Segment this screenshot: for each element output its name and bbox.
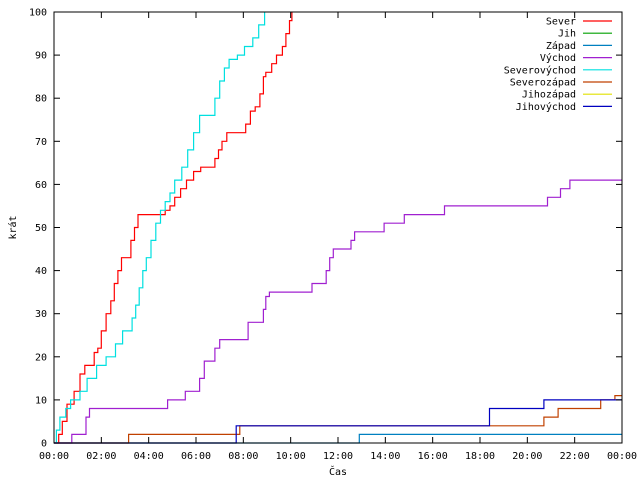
x-tick-label: 16:00 [418, 451, 448, 462]
legend-label: Jih [558, 29, 576, 40]
y-tick-label: 30 [35, 309, 47, 320]
legend-label: Východ [540, 52, 576, 64]
x-tick-label: 14:00 [370, 451, 400, 462]
y-tick-label: 20 [35, 352, 47, 363]
series-line-0 [54, 12, 293, 444]
x-tick-label: 04:00 [134, 451, 164, 462]
legend-label: Sever [546, 17, 576, 28]
x-tick-label: 20:00 [512, 451, 542, 462]
legend-label: Jihozápad [522, 89, 576, 101]
ticks-layer: 0 10 20 30 40 50 60 70 80 90 100 00:00 02:00 04:00 06:… [29, 8, 637, 463]
y-tick-label: 90 [35, 51, 47, 62]
series-line-5 [54, 395, 622, 444]
x-tick-label: 06:00 [181, 451, 211, 462]
x-tick-label: 02:00 [86, 451, 116, 462]
legend-label: Západ [546, 40, 576, 52]
series-line-3 [54, 179, 622, 444]
y-tick-label: 0 [41, 439, 47, 450]
y-tick-label: 70 [35, 137, 47, 148]
legend-label: Severovýchod [504, 64, 576, 76]
y-tick-label: 40 [35, 266, 47, 277]
series-line-4 [54, 12, 266, 444]
x-axis-title: Čas [329, 465, 347, 478]
legend: SeverJihZápadVýchodSeverovýchodSeverozáp… [504, 17, 612, 113]
y-tick-label: 100 [29, 8, 47, 19]
y-tick-label: 10 [35, 395, 47, 406]
y-tick-label: 50 [35, 223, 47, 234]
x-tick-label: 10:00 [276, 451, 306, 462]
x-tick-label: 00:00 [607, 451, 637, 462]
x-tick-label: 08:00 [228, 451, 258, 462]
y-tick-label: 80 [35, 94, 47, 105]
legend-label: Severozápad [510, 77, 576, 89]
x-tick-label: 00:00 [39, 451, 69, 462]
legend-label: Jihovýchod [516, 101, 576, 113]
x-tick-label: 18:00 [465, 451, 495, 462]
x-tick-label: 22:00 [560, 451, 590, 462]
y-tick-label: 60 [35, 180, 47, 191]
y-axis-title: krát [7, 215, 19, 239]
x-tick-label: 12:00 [323, 451, 353, 462]
series-line-7 [54, 399, 622, 444]
